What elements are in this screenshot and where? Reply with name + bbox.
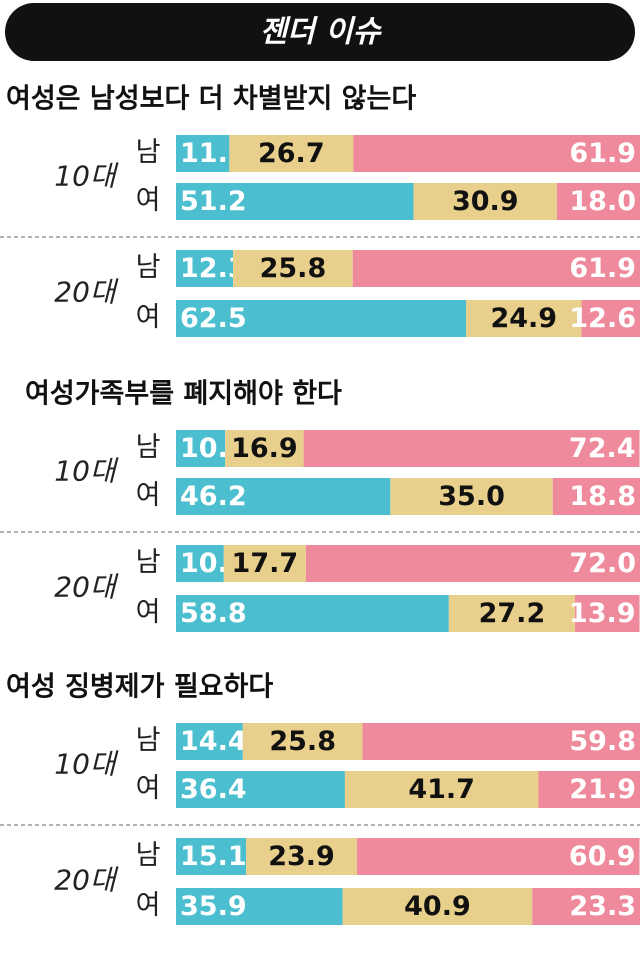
value-label: 16.9 — [231, 433, 298, 464]
bar-segment — [344, 771, 539, 808]
bar-segment — [225, 430, 304, 467]
bar-segment — [575, 595, 640, 632]
bar-segment — [538, 771, 640, 808]
value-label: 60.9 — [569, 841, 636, 872]
bar-segment — [303, 430, 640, 467]
value-label: 25.8 — [260, 253, 327, 284]
group-label: 20대 — [54, 276, 119, 309]
bar-segment — [176, 478, 391, 515]
bar-segment — [353, 135, 640, 172]
value-label: 46.2 — [180, 481, 247, 512]
bar-segment — [176, 183, 414, 220]
section-title: 여성 징병제가 필요하다 — [6, 672, 273, 703]
bar-segment — [176, 135, 230, 172]
bar-segment — [556, 183, 640, 220]
category-label: 여 — [136, 480, 161, 511]
value-label: 35.9 — [180, 891, 247, 922]
value-label: 36.4 — [180, 774, 247, 805]
value-label: 72.4 — [569, 433, 636, 464]
header-pill — [5, 3, 635, 61]
bar-segment — [342, 888, 533, 925]
value-label: 35.0 — [438, 481, 505, 512]
bar-segment — [176, 300, 466, 337]
category-label: 남 — [136, 252, 161, 283]
value-label: 14.4 — [180, 726, 247, 757]
group-label: 20대 — [54, 864, 119, 897]
value-label: 25.8 — [269, 726, 336, 757]
bar-segment — [552, 478, 640, 515]
bar-segment — [356, 838, 640, 875]
bar-segment — [390, 478, 553, 515]
value-label: 62.5 — [180, 303, 247, 334]
value-label: 27.2 — [479, 598, 546, 629]
value-label: 18.0 — [569, 186, 636, 217]
value-label: 59.8 — [569, 726, 636, 757]
value-label: 30.9 — [452, 186, 519, 217]
bar-segment — [305, 545, 640, 582]
category-label: 여 — [136, 185, 161, 216]
group-label: 10대 — [54, 160, 119, 193]
value-label: 40.9 — [404, 891, 471, 922]
bar-segment — [176, 771, 345, 808]
bar-segment — [176, 545, 224, 582]
section-title: 여성가족부를 폐지해야 한다 — [25, 379, 342, 410]
bar-segment — [242, 723, 363, 760]
value-label: 72.0 — [569, 548, 636, 579]
category-label: 남 — [136, 840, 161, 871]
value-label: 41.7 — [408, 774, 475, 805]
bar-segment — [352, 250, 640, 287]
bar-segment — [176, 838, 247, 875]
value-label: 26.7 — [258, 138, 325, 169]
value-label: 17.7 — [232, 548, 299, 579]
bar-segment — [176, 430, 226, 467]
value-label: 21.9 — [569, 774, 636, 805]
value-label: 51.2 — [180, 186, 247, 217]
category-label: 남 — [136, 547, 161, 578]
bar-segment — [581, 300, 640, 337]
group-label: 20대 — [54, 571, 119, 604]
value-label: 23.9 — [268, 841, 335, 872]
value-label: 12.6 — [569, 303, 636, 334]
category-label: 여 — [136, 302, 161, 333]
category-label: 남 — [136, 137, 161, 168]
bar-segment — [233, 250, 353, 287]
value-label: 13.9 — [569, 598, 636, 629]
bar-segment — [176, 595, 449, 632]
value-label: 18.8 — [569, 481, 636, 512]
header-title: 젠더 이슈 — [260, 15, 383, 50]
bar-segment — [223, 545, 306, 582]
bar-segment — [532, 888, 640, 925]
bar-segment — [176, 723, 243, 760]
category-label: 여 — [136, 773, 161, 804]
value-label: 23.3 — [569, 891, 636, 922]
group-label: 10대 — [54, 455, 119, 488]
bar-segment — [246, 838, 357, 875]
value-label: 61.9 — [569, 138, 636, 169]
category-label: 남 — [136, 432, 161, 463]
group-label: 10대 — [54, 748, 119, 781]
value-label: 24.9 — [490, 303, 557, 334]
bar-segment — [362, 723, 640, 760]
section-title: 여성은 남성보다 더 차별받지 않는다 — [6, 84, 416, 115]
category-label: 여 — [136, 890, 161, 921]
bar-segment — [229, 135, 354, 172]
category-label: 남 — [136, 725, 161, 756]
category-label: 여 — [136, 597, 161, 628]
bar-segment — [176, 888, 343, 925]
value-label: 58.8 — [180, 598, 247, 629]
value-label: 15.1 — [180, 841, 247, 872]
value-label: 61.9 — [569, 253, 636, 284]
bar-segment — [176, 250, 234, 287]
bar-segment — [466, 300, 582, 337]
bar-segment — [413, 183, 557, 220]
bar-segment — [448, 595, 576, 632]
